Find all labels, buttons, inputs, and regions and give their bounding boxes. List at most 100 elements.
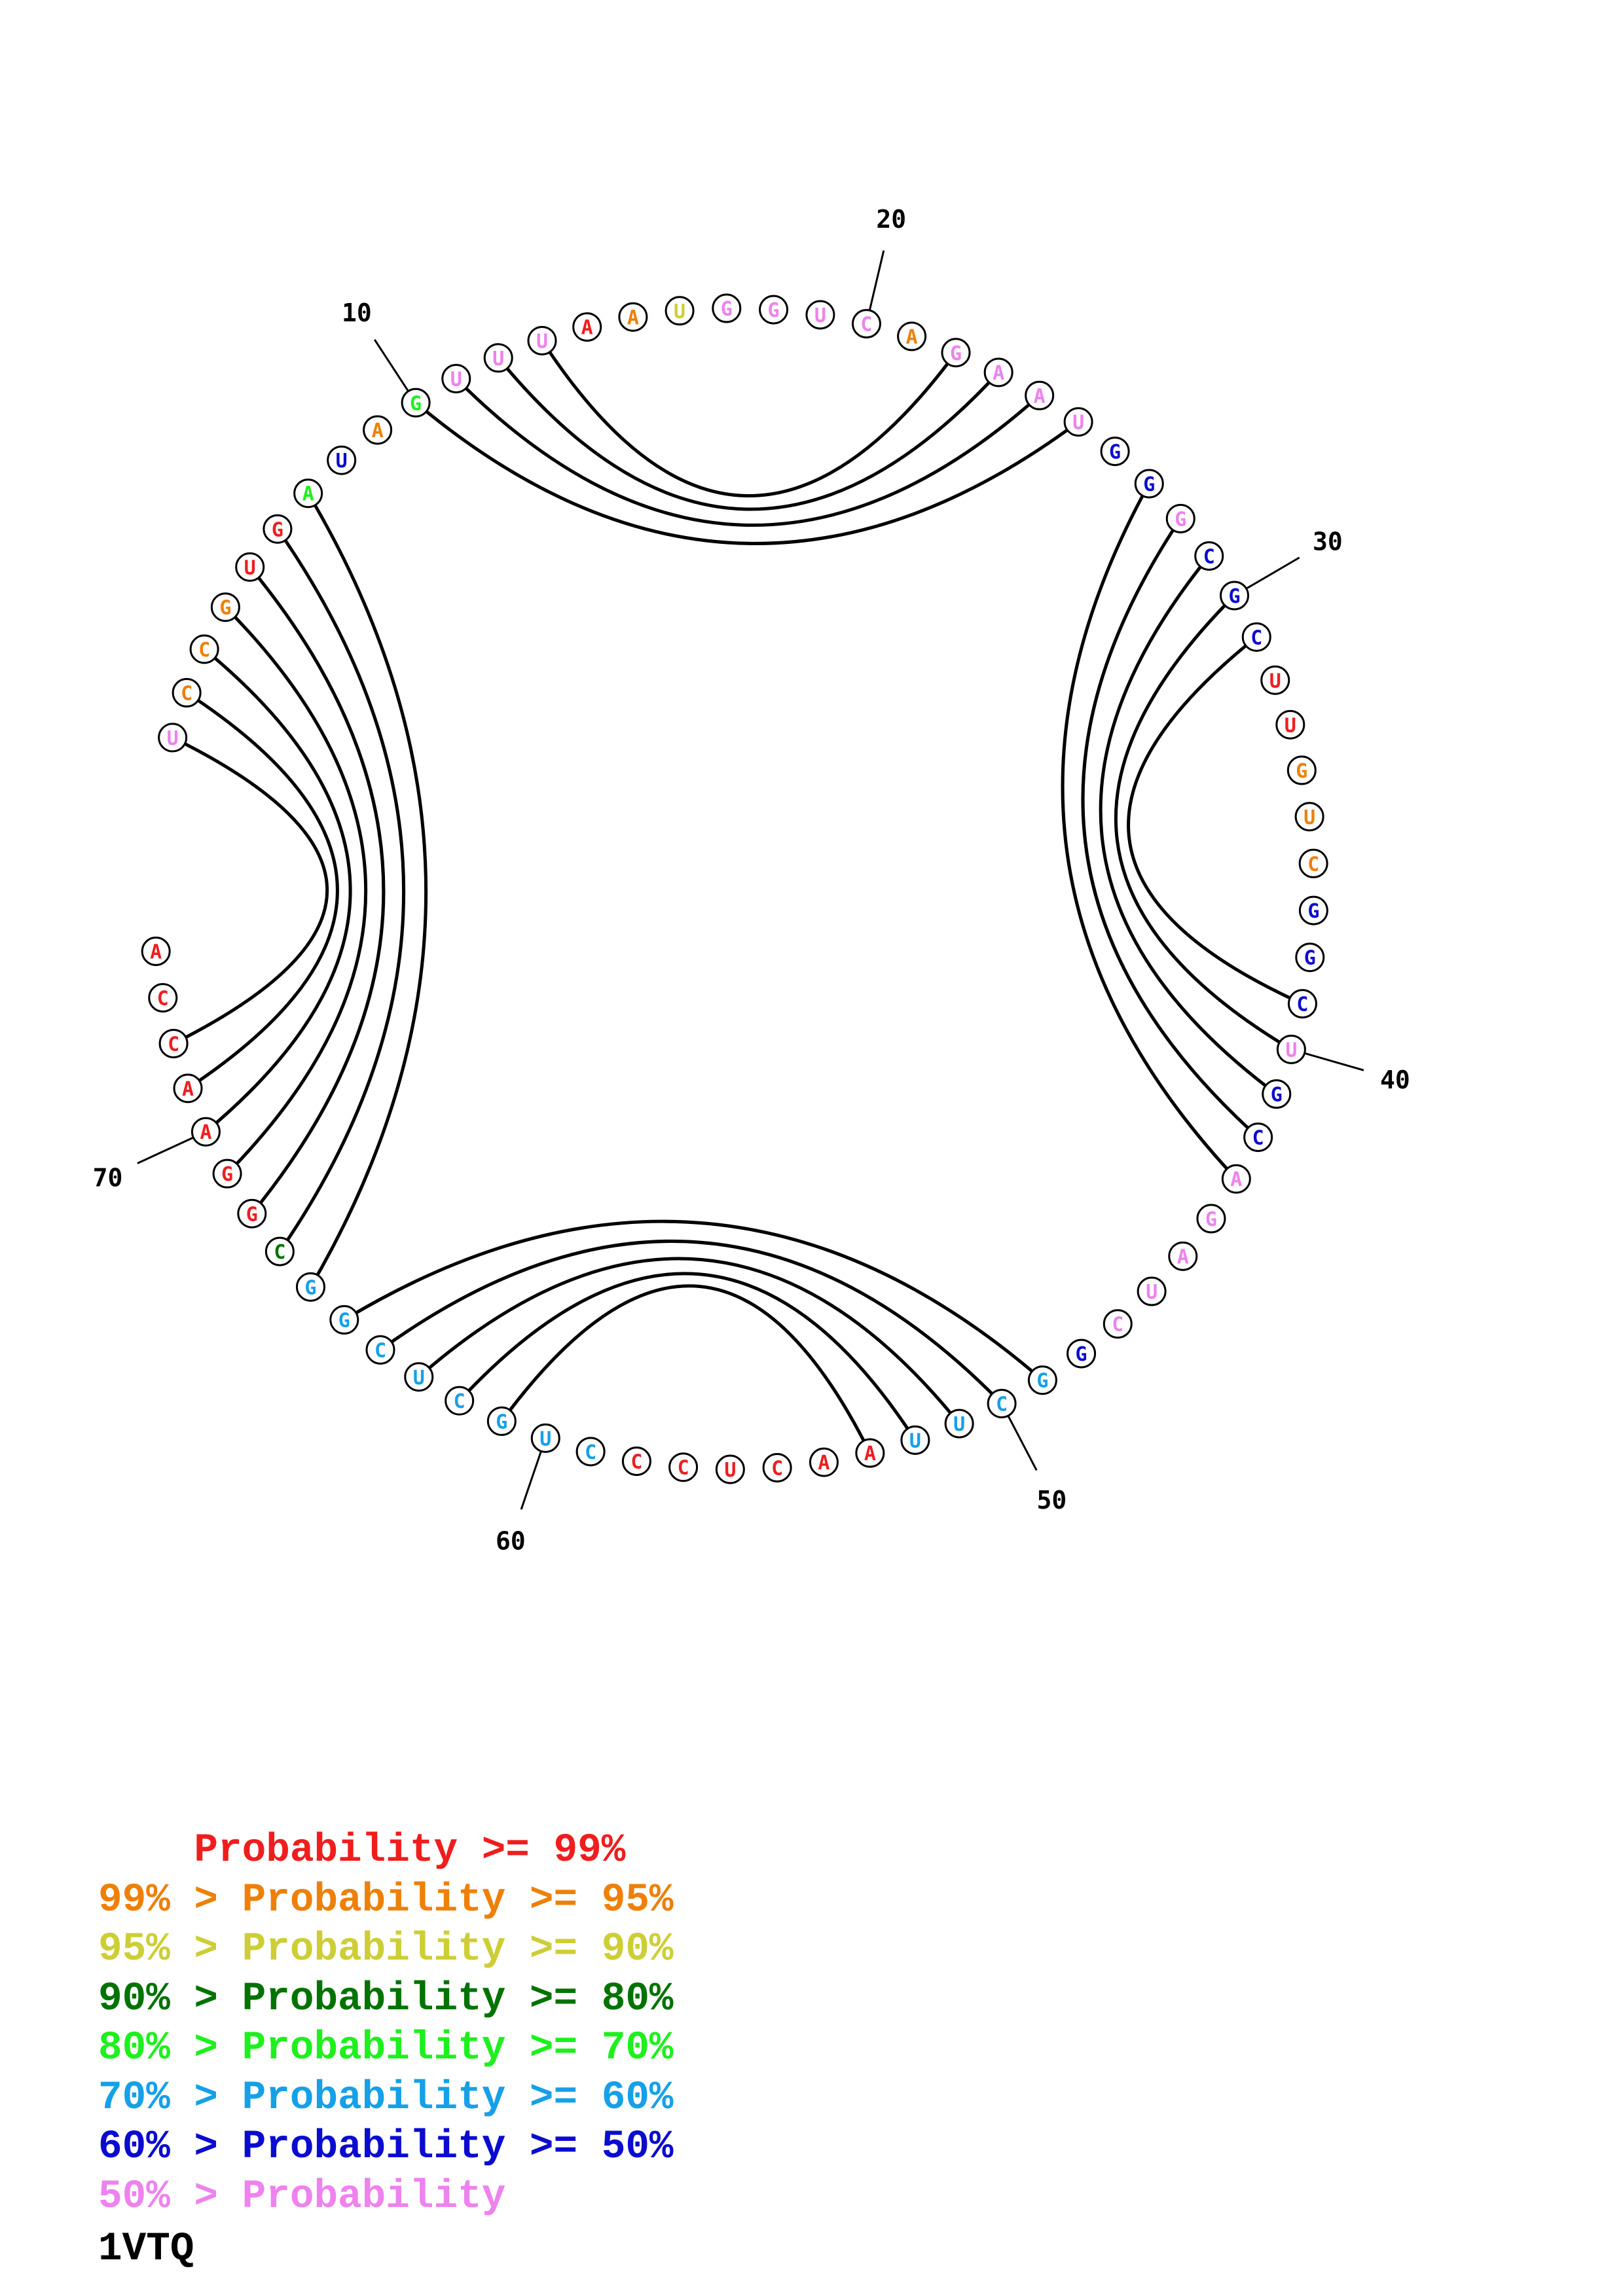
base-pair-arc — [172, 736, 329, 1045]
nucleotide-letter: U — [1285, 1039, 1297, 1062]
nucleotide-circle — [1137, 1276, 1167, 1306]
nucleotide-letter: A — [200, 1121, 211, 1144]
base-pair-arc — [1061, 482, 1238, 1180]
nucleotide-letter: G — [1109, 441, 1121, 464]
nucleotide-circle — [1294, 802, 1324, 832]
nucleotide-letter: G — [304, 1276, 316, 1299]
nucleotide-letter: A — [372, 420, 384, 442]
nucleotide-circle — [1243, 1122, 1273, 1153]
nucleotide-letter: C — [1307, 853, 1319, 876]
nucleotide-letter: A — [302, 483, 314, 506]
nucleotide-circle — [293, 478, 323, 509]
nucleotide-circle — [148, 983, 178, 1013]
nucleotide-letter: A — [1230, 1168, 1242, 1191]
legend-line: 95% > Probability >= 90% — [98, 1927, 674, 1972]
nucleotide-circle — [983, 357, 1013, 387]
nucleotide-letter: G — [1175, 508, 1186, 531]
nucleotide-circle — [212, 1158, 242, 1189]
nucleotide-letter: U — [1269, 670, 1281, 692]
nucleotide-circle — [365, 1335, 395, 1365]
nucleotide-letter: C — [1112, 1314, 1123, 1336]
nucleotide-circle — [1196, 1204, 1226, 1234]
nucleotide-circle — [1027, 1365, 1057, 1395]
nucleotide-circle — [189, 634, 219, 664]
nucleotide-letter: C — [1203, 545, 1215, 568]
nucleotide-circle — [329, 1305, 359, 1335]
nucleotide-circle — [235, 552, 265, 582]
nucleotide-letter: C — [274, 1241, 285, 1264]
nucleotide-letter: G — [1307, 900, 1319, 923]
nucleotide-circle — [1275, 709, 1305, 740]
nucleotide-circle — [851, 309, 881, 339]
nucleotide-letter: C — [630, 1451, 642, 1474]
position-label: 50 — [1037, 1486, 1067, 1515]
nucleotide-letter: C — [374, 1339, 386, 1362]
position-tick — [1304, 1052, 1364, 1071]
nucleotide-letter: C — [454, 1390, 465, 1413]
molecule-id: 1VTQ — [98, 2227, 194, 2272]
nucleotide-circle — [264, 1236, 295, 1266]
base-pair-arcs — [172, 340, 1304, 1454]
nucleotide-circle — [486, 1406, 517, 1436]
base-pair-arc — [379, 1239, 1003, 1405]
nucleotide-letter: G — [950, 342, 962, 365]
legend-line: 99% > Probability >= 95% — [98, 1877, 674, 1923]
nucleotide-circle — [944, 1408, 974, 1439]
nucleotide-letter: U — [336, 450, 348, 473]
position-label: 30 — [1313, 528, 1343, 556]
nucleotide-letter: G — [272, 518, 283, 541]
nucleotide-circle — [1276, 1034, 1306, 1064]
nucleotide-letter: U — [953, 1413, 965, 1436]
nucleotide-circle — [363, 415, 393, 445]
nucleotide-letter: G — [410, 392, 422, 415]
position-tick — [1007, 1415, 1038, 1471]
nucleotide-letter: C — [771, 1457, 783, 1480]
legend-line: 80% > Probability >= 70% — [98, 2026, 674, 2071]
nucleotide-circle — [210, 592, 240, 622]
nucleotide-circle — [809, 1447, 839, 1477]
nucleotide-letter: C — [996, 1393, 1008, 1416]
nucleotide-letter: G — [246, 1203, 258, 1226]
nucleotide-circle — [1221, 1164, 1251, 1194]
nucleotide-letter: U — [1304, 806, 1315, 829]
nucleotide-circle — [1168, 1241, 1198, 1271]
position-tick — [373, 339, 409, 392]
base-pair-arc — [248, 565, 386, 1215]
nucleotide-circle — [1165, 503, 1195, 533]
nucleotide-circle — [715, 1454, 745, 1484]
base-pair-arc — [343, 1219, 1044, 1382]
nucleotide-circle — [158, 723, 188, 753]
nucleotide-circle — [1063, 407, 1093, 437]
nucleotide-circle — [1220, 581, 1250, 611]
nucleotide-circle — [987, 1388, 1017, 1418]
nucleotide-circle — [483, 343, 513, 373]
nucleotide-circle — [900, 1425, 930, 1455]
nucleotide-letter: C — [157, 988, 169, 1011]
nucleotide-letter: G — [338, 1310, 350, 1333]
base-pair-arc — [1099, 554, 1278, 1096]
nucleotide-letter: A — [150, 941, 162, 963]
nucleotide-circle — [173, 1073, 203, 1103]
nucleotide-letter: C — [181, 682, 192, 705]
nucleotide-circle — [1298, 895, 1328, 925]
nucleotide-circle — [263, 514, 293, 544]
nucleotide-letter: G — [1296, 760, 1307, 783]
base-pair-arc — [454, 377, 1041, 527]
nucleotide-circle — [1298, 848, 1328, 878]
nucleotide-circle — [158, 1028, 189, 1058]
base-pair-arc — [497, 357, 1000, 511]
nucleotide-letter: U — [1285, 714, 1296, 737]
nucleotide-circle — [1262, 1079, 1292, 1109]
nucleotide-circle — [327, 445, 357, 475]
nucleotide-circle — [527, 325, 557, 355]
nucleotide-letter: A — [906, 326, 918, 349]
nucleotide-circle — [1134, 469, 1164, 499]
nucleotide-letter: A — [581, 317, 593, 340]
nucleotide-letter: G — [219, 597, 231, 620]
nucleotide-circle — [445, 1386, 475, 1416]
base-pair-arc — [1127, 636, 1304, 1005]
nucleotide-circle — [897, 321, 927, 351]
nucleotide-letter: G — [768, 299, 780, 322]
nucleotide-circle — [618, 302, 648, 332]
